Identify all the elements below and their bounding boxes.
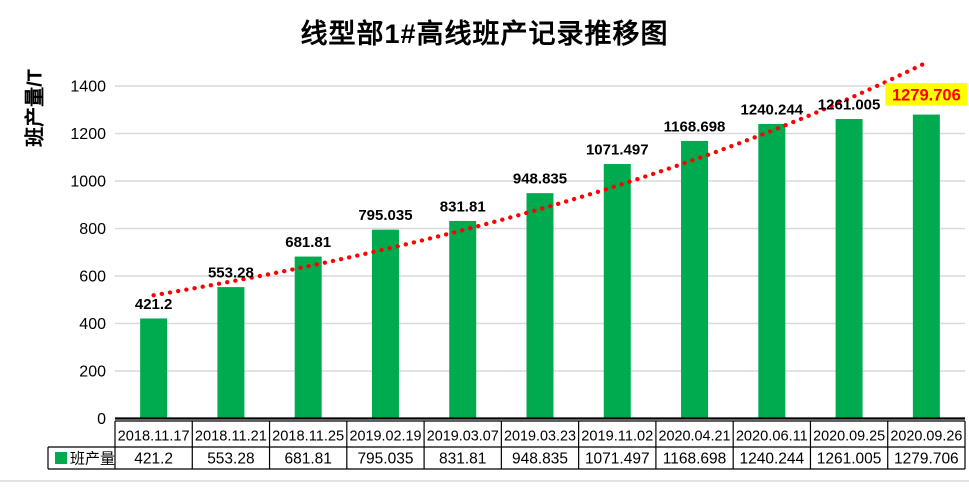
bar[interactable]	[912, 114, 940, 419]
date-cell: 2019.11.02	[581, 428, 653, 445]
chart-title: 线型部1#高线班产记录推移图	[300, 19, 669, 49]
value-cell: 421.2	[134, 451, 173, 468]
bar-value-label: 421.2	[135, 296, 173, 313]
bar[interactable]	[294, 256, 322, 419]
bar[interactable]	[681, 140, 709, 419]
bar-value-label: 553.28	[208, 265, 254, 282]
y-tick-label: 0	[97, 411, 106, 428]
bar[interactable]	[449, 220, 477, 419]
y-tick-label: 600	[79, 269, 106, 286]
value-cell: 553.28	[207, 451, 254, 468]
legend-color-swatch	[55, 452, 67, 464]
legend-label: 班产量	[70, 451, 115, 468]
date-cell: 2020.09.26	[890, 428, 962, 445]
value-cell: 1071.497	[585, 451, 650, 468]
date-cell: 2020.09.25	[813, 428, 885, 445]
y-tick-label: 1000	[70, 174, 106, 191]
highlighted-value-label: 1279.706	[892, 87, 961, 105]
value-cell: 681.81	[284, 451, 331, 468]
bar[interactable]	[217, 287, 245, 419]
bar[interactable]	[835, 119, 863, 419]
value-cell: 831.81	[439, 451, 486, 468]
bar-value-label: 1168.698	[664, 118, 726, 135]
bar[interactable]	[526, 193, 554, 419]
bar-value-label: 948.835	[513, 171, 567, 188]
bar-value-label: 1240.244	[741, 101, 804, 118]
bar[interactable]	[603, 164, 631, 419]
y-tick-label: 800	[79, 221, 106, 238]
date-cell: 2019.03.23	[504, 428, 576, 445]
bar-value-label: 681.81	[285, 234, 331, 251]
bar[interactable]	[758, 123, 786, 419]
date-cell: 2018.11.25	[272, 428, 344, 445]
y-tick-label: 1400	[70, 79, 106, 96]
value-cell: 795.035	[357, 451, 413, 468]
bar-value-label: 831.81	[440, 198, 486, 215]
date-cell: 2020.04.21	[659, 428, 731, 445]
y-tick-label: 1200	[70, 126, 106, 143]
bar-value-label: 795.035	[358, 207, 412, 224]
value-cell: 948.835	[512, 451, 568, 468]
date-cell: 2020.06.11	[736, 428, 808, 445]
date-cell: 2019.02.19	[349, 428, 421, 445]
bar-value-label: 1071.497	[586, 142, 649, 159]
y-tick-label: 400	[79, 316, 106, 333]
value-cell: 1240.244	[739, 451, 804, 468]
value-cell: 1261.005	[817, 451, 882, 468]
bar-value-label: 1261.005	[818, 97, 881, 114]
date-cell: 2019.03.07	[427, 428, 499, 445]
value-cell: 1168.698	[663, 451, 727, 468]
date-cell: 2018.11.21	[195, 428, 267, 445]
highlighted-label-background	[885, 83, 968, 106]
bar[interactable]	[140, 318, 168, 419]
y-tick-label: 200	[79, 364, 106, 381]
trendline[interactable]	[151, 60, 929, 298]
bar[interactable]	[371, 229, 399, 419]
value-cell: 1279.706	[894, 451, 959, 468]
date-cell: 2018.11.17	[118, 428, 190, 445]
